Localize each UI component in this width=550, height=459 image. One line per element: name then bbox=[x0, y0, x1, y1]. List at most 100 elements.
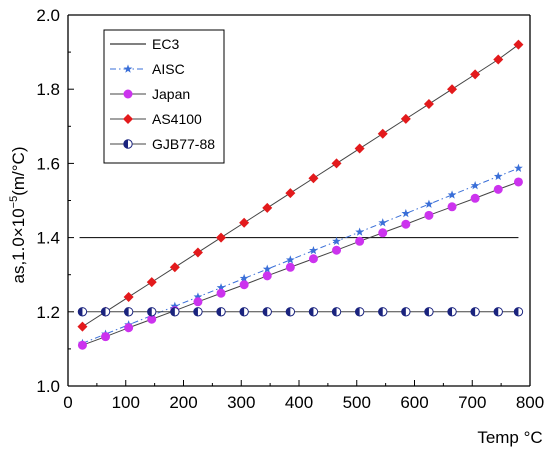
axes-layer: 0 100 200 300 400 500 600 700 800 1.0 1.2 1.4 1.6 1.8… bbox=[36, 6, 544, 412]
data-point-gjb77-88 bbox=[170, 307, 180, 317]
x-axis-title: Temp °C bbox=[477, 428, 542, 447]
data-point-gjb77-88-fill bbox=[309, 307, 314, 316]
data-point-japan bbox=[470, 193, 480, 203]
series-line-as4100 bbox=[82, 44, 519, 328]
legend-marker-aisc bbox=[123, 64, 133, 73]
y-tick-label: 1.0 bbox=[36, 377, 60, 396]
data-point-as4100 bbox=[192, 247, 203, 258]
data-point-as4100 bbox=[239, 217, 250, 228]
data-point-as4100 bbox=[169, 262, 180, 273]
data-point-aisc bbox=[262, 264, 272, 273]
y-tick-label: 1.4 bbox=[36, 229, 60, 248]
data-point-aisc bbox=[285, 255, 295, 264]
data-point-gjb77-88 bbox=[424, 307, 434, 317]
data-point-aisc bbox=[355, 227, 365, 236]
data-point-gjb77-88-fill bbox=[101, 307, 106, 316]
data-point-gjb77-88 bbox=[193, 307, 203, 317]
data-point-gjb77-88 bbox=[123, 307, 134, 317]
data-point-gjb77-88 bbox=[308, 307, 319, 317]
data-point-as4100 bbox=[216, 232, 227, 243]
y-axis-title-suffix: (m/°C) bbox=[9, 147, 28, 196]
data-point-gjb77-88-fill bbox=[332, 307, 337, 316]
y-tick-label: 1.6 bbox=[36, 154, 60, 173]
data-point-gjb77-88 bbox=[285, 307, 296, 317]
data-point-gjb77-88-fill bbox=[514, 307, 519, 316]
data-point-gjb77-88-fill bbox=[470, 307, 476, 316]
data-point-gjb77-88 bbox=[331, 307, 342, 317]
data-point-gjb77-88-fill bbox=[424, 307, 429, 316]
data-point-aisc bbox=[493, 171, 503, 181]
data-point-gjb77-88 bbox=[470, 307, 480, 317]
data-point-japan bbox=[147, 314, 157, 324]
data-point-gjb77-88 bbox=[378, 307, 388, 317]
data-point-as4100 bbox=[354, 143, 365, 154]
data-point-japan bbox=[401, 219, 411, 229]
data-point-japan bbox=[124, 323, 134, 333]
series-line-aisc bbox=[82, 167, 519, 344]
data-point-as4100 bbox=[513, 39, 524, 50]
x-tick-label: 500 bbox=[343, 393, 371, 412]
x-tick-label: 300 bbox=[227, 393, 255, 412]
data-point-aisc bbox=[401, 208, 411, 218]
data-point-gjb77-88-fill bbox=[263, 307, 268, 316]
data-point-as4100 bbox=[123, 291, 134, 302]
data-point-as4100 bbox=[77, 321, 88, 332]
data-point-gjb77-88-fill bbox=[494, 307, 499, 316]
x-tick-label: 200 bbox=[169, 393, 197, 412]
data-point-as4100 bbox=[331, 158, 342, 169]
x-tick-label: 700 bbox=[458, 393, 486, 412]
legend-marker-japan bbox=[123, 89, 133, 99]
data-point-as4100 bbox=[447, 84, 458, 95]
data-point-japan bbox=[424, 210, 434, 220]
data-point-gjb77-88-fill bbox=[286, 307, 291, 316]
data-point-aisc bbox=[193, 292, 203, 301]
data-point-japan bbox=[355, 236, 365, 246]
data-point-as4100 bbox=[493, 54, 504, 65]
data-point-japan bbox=[101, 332, 111, 342]
data-point-gjb77-88 bbox=[493, 307, 503, 317]
data-point-gjb77-88-fill bbox=[124, 307, 129, 316]
legend: EC3 AISC Japan AS4100 GJB77-88 bbox=[103, 29, 225, 164]
data-point-gjb77-88-fill bbox=[147, 307, 152, 316]
data-point-japan bbox=[332, 245, 342, 255]
x-tick-label: 600 bbox=[400, 393, 428, 412]
legend-label-aisc: AISC bbox=[152, 61, 185, 77]
y-axis-title-prefix: as,1.0×10 bbox=[9, 208, 28, 283]
data-point-gjb77-88-fill bbox=[193, 307, 198, 316]
data-point-gjb77-88 bbox=[513, 307, 524, 317]
data-point-aisc bbox=[332, 236, 341, 246]
data-point-gjb77-88 bbox=[147, 307, 157, 317]
data-point-gjb77-88-fill bbox=[216, 307, 222, 316]
legend-label-gjb77-88: GJB77-88 bbox=[152, 136, 215, 152]
svg-text:as,1.0×10−5(m/°C): as,1.0×10−5(m/°C) bbox=[8, 147, 28, 284]
data-point-gjb77-88 bbox=[77, 307, 88, 317]
x-tick-label: 400 bbox=[285, 393, 313, 412]
data-point-as4100 bbox=[423, 99, 434, 110]
data-point-gjb77-88-fill bbox=[401, 307, 406, 316]
y-tick-label: 1.8 bbox=[36, 80, 60, 99]
data-point-aisc bbox=[170, 301, 180, 310]
data-point-gjb77-88-fill bbox=[447, 307, 453, 316]
data-point-as4100 bbox=[400, 113, 411, 124]
data-point-aisc bbox=[470, 181, 480, 190]
x-tick-label: 0 bbox=[63, 393, 72, 412]
plot-layer bbox=[77, 39, 524, 350]
data-point-gjb77-88-fill bbox=[78, 307, 83, 316]
legend-label-ec3: EC3 bbox=[152, 36, 179, 52]
data-point-japan bbox=[308, 254, 318, 264]
data-point-as4100 bbox=[377, 128, 388, 139]
data-point-gjb77-88 bbox=[100, 307, 111, 317]
data-point-japan bbox=[193, 297, 203, 307]
y-tick-label: 1.2 bbox=[36, 303, 60, 322]
data-point-as4100 bbox=[262, 202, 273, 213]
data-point-aisc bbox=[378, 218, 388, 227]
data-point-gjb77-88 bbox=[262, 307, 272, 317]
data-point-aisc bbox=[447, 190, 457, 199]
data-point-gjb77-88-fill bbox=[170, 307, 175, 316]
legend-marker-gjb77-88 bbox=[123, 139, 133, 149]
data-point-as4100 bbox=[470, 69, 481, 80]
data-point-gjb77-88 bbox=[239, 307, 249, 317]
data-point-gjb77-88-fill bbox=[378, 307, 383, 316]
data-point-as4100 bbox=[146, 277, 157, 288]
